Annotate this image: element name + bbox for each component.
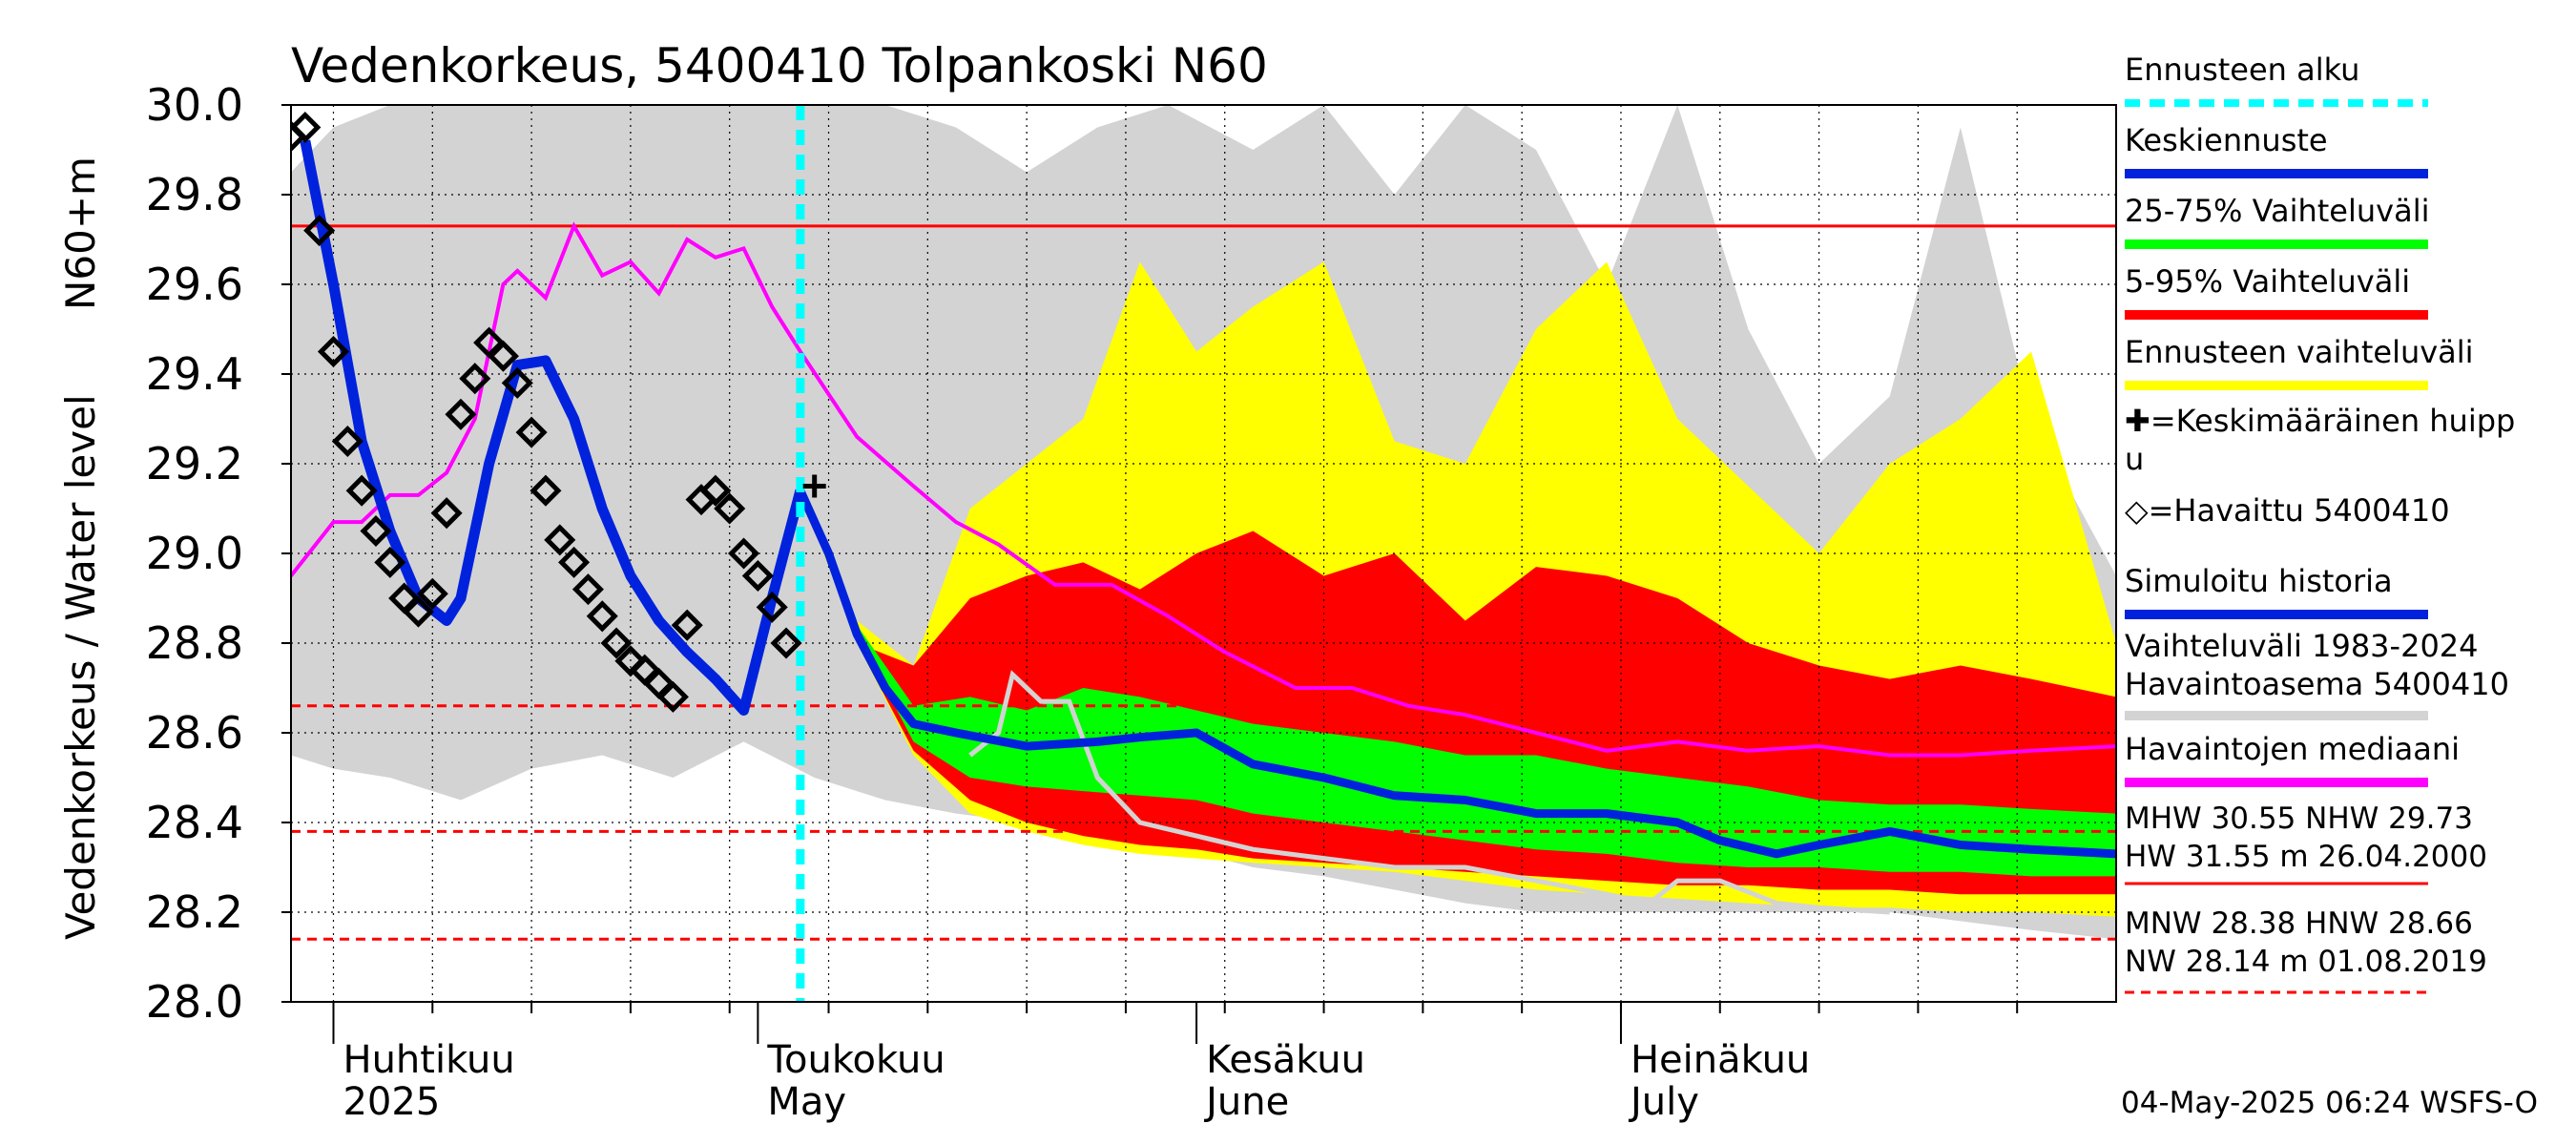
month-label-en: July [1628,1080,1699,1124]
y-tick-label: 29.8 [146,169,243,220]
plot-frame [290,104,2117,1003]
y-tick-label: 28.0 [146,976,243,1028]
y-axis-unit-label: N60+m [57,156,104,310]
y-tick-label: 29.4 [146,348,243,400]
observed-point [303,215,336,247]
legend: Ennusteen alku Keskiennuste 25-75% Vaihtel… [2125,52,2515,787]
legend-label: 5-95% Vaihteluväli [2125,263,2410,300]
legend-label: Ennusteen vaihteluväli [2125,334,2474,370]
observed-point [416,577,448,610]
observed-point [741,559,774,593]
observed-point [699,474,732,507]
stats-line-3: MNW 28.38 HNW 28.66 [2125,906,2473,941]
timestamp-footer: 04-May-2025 06:24 WSFS-O [2121,1086,2538,1120]
observed-point [558,546,591,578]
y-tick-label: 28.6 [146,707,243,759]
observed-point [402,595,435,628]
observed-point [728,537,760,570]
observed-point [430,497,463,530]
legend-label-2: u [2125,441,2144,477]
legend-label: ✚=Keskimääräinen huipp [2125,403,2515,439]
y-tick-label: 29.6 [146,259,243,310]
observed-point [360,514,392,548]
observed-point [656,680,689,713]
month-label-en: May [767,1080,846,1124]
plot-area [291,105,2116,1002]
observed-point [756,591,788,623]
observed-point [714,492,746,525]
stats-line-1: MHW 30.55 NHW 29.73 [2125,802,2473,836]
observed-point [374,546,406,578]
observed-point [671,609,703,641]
y-tick-label: 29.0 [146,528,243,579]
month-label-fi: Kesäkuu [1206,1038,1365,1082]
y-tick-labels: 28.0 28.2 28.4 28.6 28.8 29.0 29.2 29.4 29.6 29.8… [146,79,291,1028]
month-label-en: June [1203,1080,1289,1124]
legend-label: Keskiennuste [2125,122,2328,158]
y-tick-label: 28.2 [146,886,243,938]
observed-point [345,474,378,507]
observed-point [291,111,322,144]
observed-point [600,627,633,659]
legend-label: Vaihteluväli 1983-2024 [2125,628,2479,664]
month-label-fi: Heinäkuu [1631,1038,1810,1082]
reference-year-line [968,670,1890,915]
month-label-fi: Huhtikuu [343,1038,514,1082]
percentile-25-75-band [800,490,2116,877]
observed-point [317,335,350,368]
y-tick-label: 28.8 [146,617,243,669]
observed-point [586,600,618,633]
month-label-fi: Toukokuu [766,1038,945,1082]
legend-label: 25-75% Vaihteluväli [2125,193,2429,229]
legend-label: Havaintojen mediaani [2125,731,2460,767]
y-tick-label: 30.0 [146,79,243,131]
y-axis-label: Vedenkorkeus / Water level [57,394,104,940]
stats-line-2: HW 31.55 m 26.04.2000 [2125,840,2487,874]
observed-point [445,398,477,430]
observed-point [501,366,533,399]
observations-median-line [291,221,2116,758]
y-tick-label: 29.2 [146,438,243,489]
observed-point [544,524,576,556]
mean-peak-marker [802,474,826,498]
observed-point [331,425,364,458]
legend-label: Ennusteen alku [2125,52,2359,88]
observed-point [770,627,802,659]
observed-point [614,645,647,677]
y-tick-label: 28.4 [146,797,243,848]
statistics-block: MHW 30.55 NHW 29.73 HW 31.55 m 26.04.200… [2125,802,2487,994]
observed-point [459,363,491,395]
observed-point [530,474,562,507]
month-label-en: 2025 [343,1080,440,1124]
legend-label: Simuloitu historia [2125,563,2393,599]
legend-label: ◇=Havaittu 5400410 [2125,492,2450,529]
legend-label-2: Havaintoasema 5400410 [2125,666,2509,702]
observed-point [515,416,548,448]
chart-title: Vedenkorkeus, 5400410 Tolpankoski N60 [291,38,1268,94]
stats-line-4: NW 28.14 m 01.08.2019 [2125,945,2487,979]
observed-point [487,340,519,372]
observed-point [571,573,604,606]
mean-forecast-line [796,489,2116,859]
